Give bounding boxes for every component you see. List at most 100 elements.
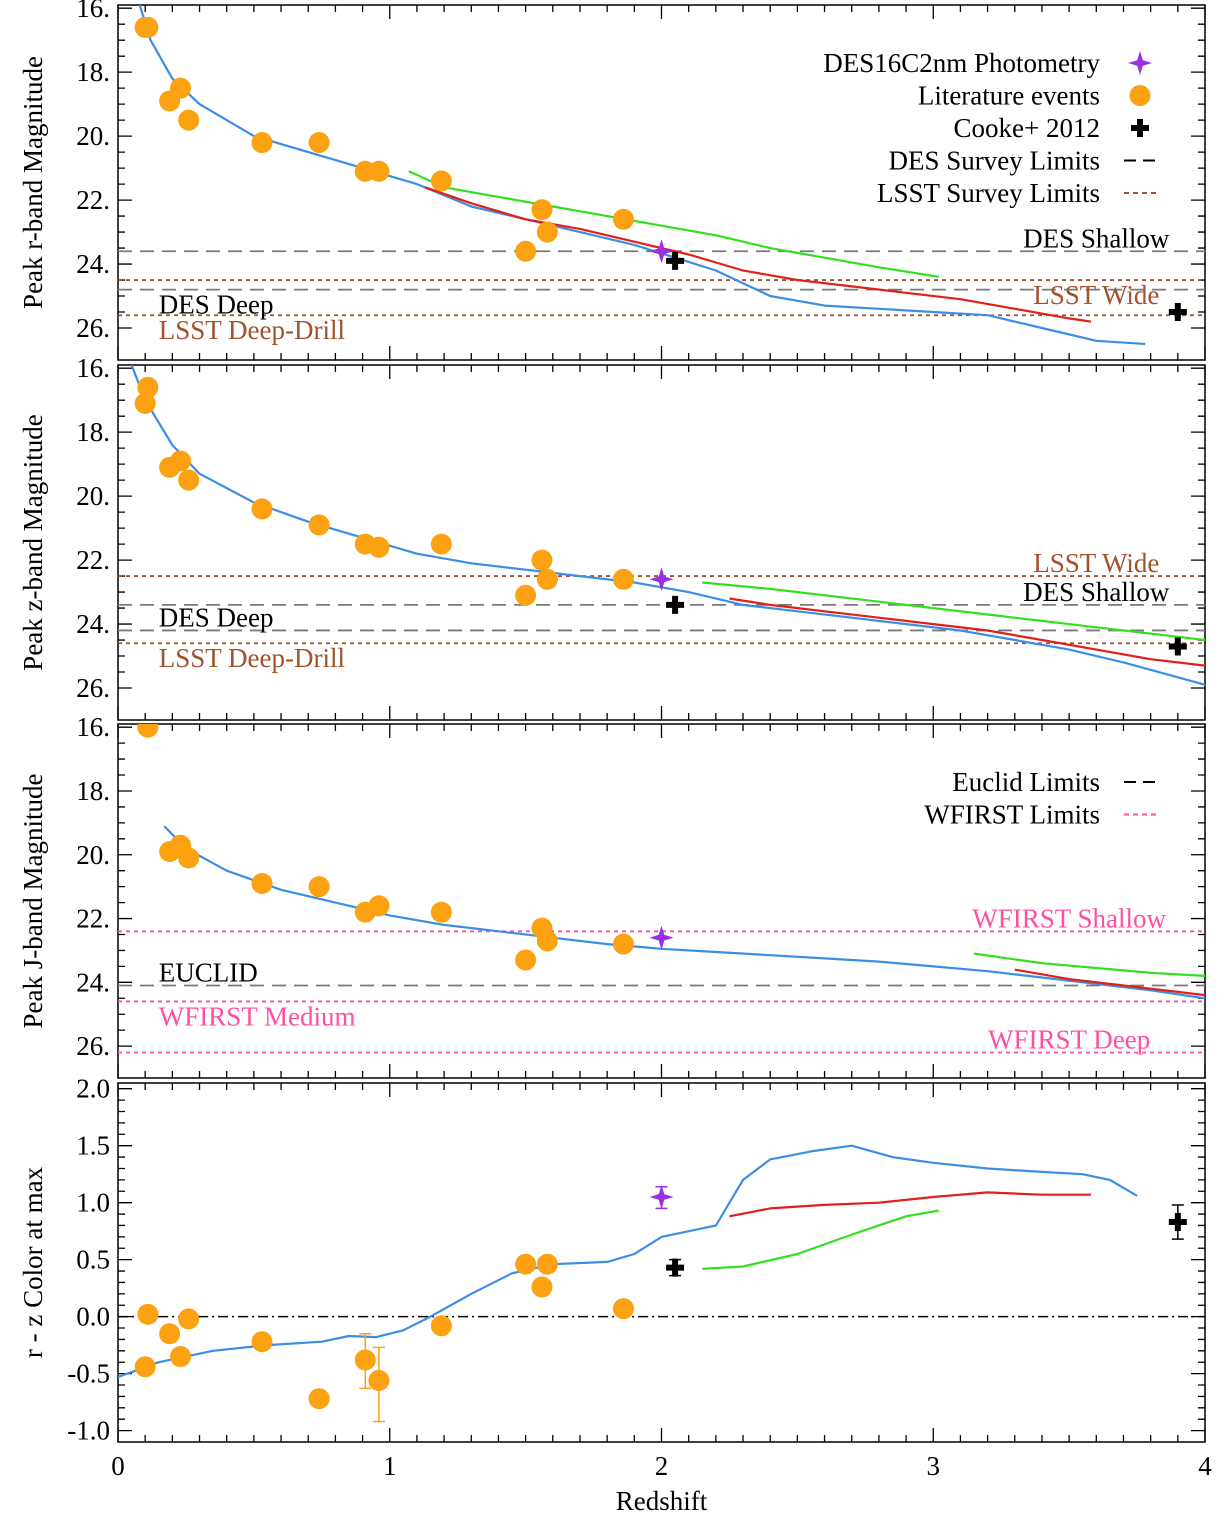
literature-point xyxy=(430,901,452,923)
y-tick-label: 16. xyxy=(76,712,110,742)
literature-point xyxy=(308,1388,330,1410)
y-tick-label: 22. xyxy=(76,545,110,575)
literature-point xyxy=(134,392,156,414)
cooke-point xyxy=(1168,1213,1187,1232)
limit-label: LSST Wide xyxy=(1033,548,1159,578)
x-tick-label: 0 xyxy=(111,1451,125,1481)
model-curve xyxy=(729,1191,1091,1218)
des16-point xyxy=(649,1185,674,1209)
literature-point xyxy=(308,514,330,536)
y-tick-label: 18. xyxy=(76,417,110,447)
cooke-point xyxy=(1168,303,1187,322)
y-tick-label: 22. xyxy=(76,185,110,215)
y-tick-label: 16. xyxy=(76,353,110,383)
y-tick-label: 16. xyxy=(76,0,110,23)
plot-frame xyxy=(117,1082,1206,1443)
cooke-point xyxy=(666,251,685,270)
literature-point xyxy=(536,1253,558,1275)
literature-point xyxy=(536,568,558,590)
legend-star-marker xyxy=(1128,51,1152,75)
literature-point xyxy=(137,376,159,398)
y-tick-label: 24. xyxy=(76,967,110,997)
literature-point xyxy=(612,1298,634,1320)
literature-point xyxy=(612,568,634,590)
literature-point xyxy=(354,1349,376,1371)
y-axis-label: Peak J-band Magnitude xyxy=(18,774,48,1029)
limit-label: LSST Wide xyxy=(1033,280,1159,310)
axis-ticks xyxy=(117,1083,1206,1442)
y-tick-label: 24. xyxy=(76,249,110,279)
y-axis-label: Peak r-band Magnitude xyxy=(18,56,48,309)
model-curve xyxy=(702,1209,939,1270)
panel-j-band: 16. 18. 20. 22. 24. 26. Peak J-band Magnitude W… xyxy=(18,712,1206,1079)
literature-point xyxy=(178,1308,200,1330)
literature-point xyxy=(531,549,553,571)
literature-point xyxy=(178,109,200,131)
y-tick-label: 24. xyxy=(76,609,110,639)
literature-point xyxy=(137,724,159,738)
literature-point xyxy=(515,240,537,262)
axis-ticks xyxy=(117,724,1206,1078)
limit-label: LSST Deep-Drill xyxy=(159,315,345,345)
y-tick-label: 18. xyxy=(76,776,110,806)
x-tick-label: 4 xyxy=(1198,1451,1212,1481)
literature-point xyxy=(159,1323,181,1345)
plot-area xyxy=(118,365,1205,686)
literature-point xyxy=(251,1331,273,1353)
literature-point xyxy=(430,533,452,555)
literature-point xyxy=(170,450,192,472)
legend-label: Euclid Limits xyxy=(952,767,1100,797)
literature-point xyxy=(531,1276,553,1298)
model-curve xyxy=(1014,968,1205,997)
legend-label: LSST Survey Limits xyxy=(877,178,1100,208)
literature-point xyxy=(612,933,634,955)
y-tick-label: 26. xyxy=(76,1031,110,1061)
panel-z-band: 16. 18. 20. 22. 24. 26. Peak z-band Magnitude L… xyxy=(18,353,1206,721)
literature-point xyxy=(134,1356,156,1378)
model-curve xyxy=(702,581,1205,642)
literature-point xyxy=(170,77,192,99)
literature-point xyxy=(515,949,537,971)
model-curve xyxy=(118,1144,1138,1379)
limit-label: WFIRST Medium xyxy=(159,1001,356,1031)
cooke-point xyxy=(666,1258,685,1277)
limit-label: DES Deep xyxy=(159,290,274,320)
y-tick-label: 22. xyxy=(76,904,110,934)
legend-label: Cooke+ 2012 xyxy=(954,113,1100,143)
model-curve xyxy=(138,5,1146,346)
limit-label: LSST Deep-Drill xyxy=(159,643,345,673)
literature-point xyxy=(430,1315,452,1337)
literature-point xyxy=(515,1253,537,1275)
literature-point xyxy=(308,132,330,154)
cooke-point xyxy=(666,595,685,614)
limit-label: DES Shallow xyxy=(1023,577,1170,607)
model-curve xyxy=(729,597,1205,667)
model-curve xyxy=(130,365,1205,686)
panel-r-band: 16. 18. 20. 22. 24. 26. Peak r-band Magnitude D… xyxy=(18,0,1206,361)
model-curve xyxy=(424,186,1092,323)
legend-label: DES Survey Limits xyxy=(888,146,1100,176)
panel-rz-color: 2.0 1.5 1.0 0.5 0.0 -0.5 -1.0 r - z Color at ma… xyxy=(18,1074,1212,1516)
model-curve xyxy=(973,952,1205,977)
literature-point xyxy=(137,16,159,38)
y-tick-label: -0.5 xyxy=(67,1359,110,1389)
legend-label: Literature events xyxy=(918,81,1100,111)
literature-point xyxy=(368,895,390,917)
y-tick-label: 20. xyxy=(76,481,110,511)
des16-point xyxy=(649,925,674,950)
literature-point xyxy=(536,930,558,952)
legend-plus-marker xyxy=(1131,119,1149,137)
des16-point xyxy=(649,239,674,264)
limit-label: DES Shallow xyxy=(1023,223,1170,253)
plot-area xyxy=(118,5,1205,346)
limit-label: EUCLID xyxy=(159,958,258,988)
literature-point xyxy=(430,170,452,192)
y-tick-label: 2.0 xyxy=(76,1074,110,1104)
legend-circle-marker xyxy=(1129,85,1151,106)
y-axis-label: Peak z-band Magnitude xyxy=(18,414,48,670)
literature-point xyxy=(251,872,273,894)
y-tick-label: 0.5 xyxy=(76,1245,110,1275)
cooke-point xyxy=(1168,637,1187,656)
literature-point xyxy=(137,1303,159,1325)
